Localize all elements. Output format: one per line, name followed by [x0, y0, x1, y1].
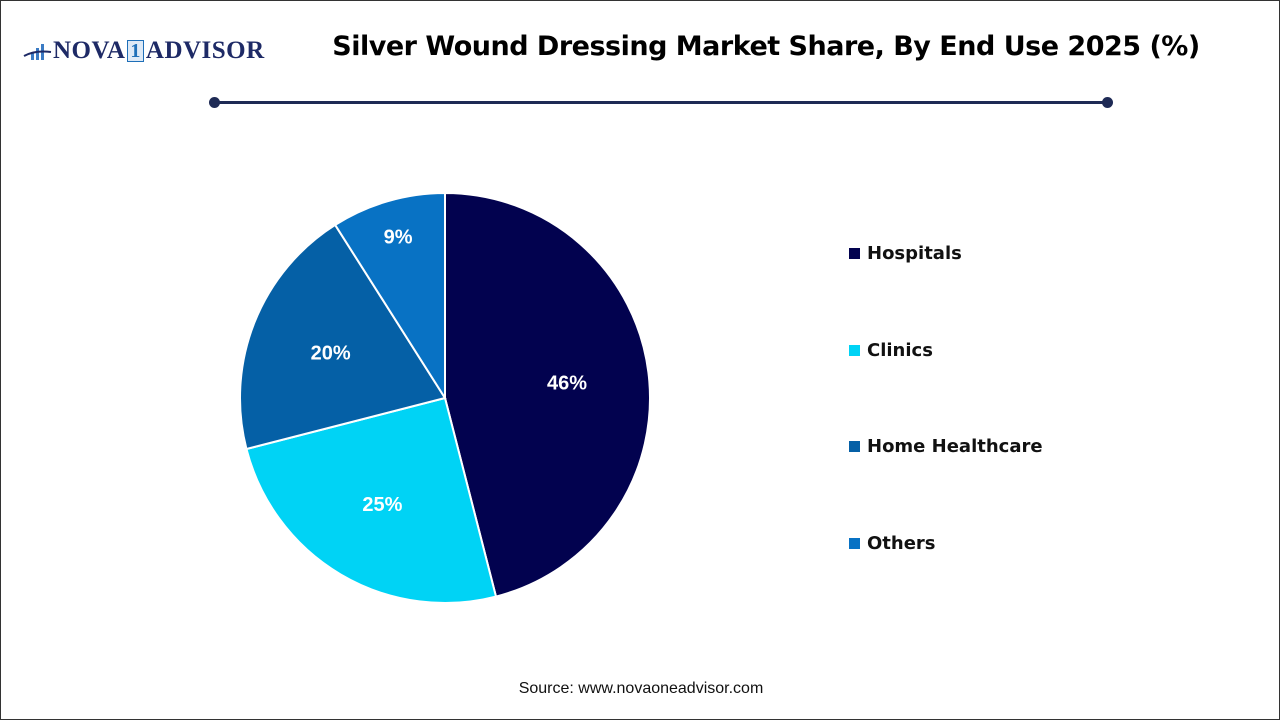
legend-label: Home Healthcare — [867, 436, 1043, 457]
legend-label: Others — [867, 532, 936, 554]
legend-swatch — [849, 441, 860, 452]
data-label: 25% — [362, 494, 402, 516]
pie-slice-clinics — [245, 396, 498, 604]
pie-slice-home-healthcare — [239, 223, 447, 451]
data-label: 9% — [384, 227, 413, 249]
logo-text-one: 1 — [127, 40, 144, 62]
legend-item: Hospitals — [849, 243, 962, 264]
legend-label: Hospitals — [867, 243, 962, 264]
logo-text-nova: NOVA — [53, 37, 126, 64]
logo-text-advisor: ADVISOR — [145, 37, 265, 64]
divider-dot-right — [1102, 97, 1113, 108]
pie-slice-others — [333, 191, 446, 402]
bar-chart-logo-icon — [23, 44, 52, 60]
title-divider — [214, 101, 1108, 104]
data-label: 20% — [311, 343, 351, 365]
divider-dot-left — [209, 97, 220, 108]
legend-swatch — [849, 248, 860, 259]
chart-title: Silver Wound Dressing Market Share, By E… — [332, 31, 1200, 62]
source-text: Source: www.novaoneadvisor.com — [518, 680, 764, 697]
legend-item: Clinics — [849, 340, 933, 361]
legend-swatch — [849, 537, 860, 549]
legend-item: Home Healthcare — [849, 436, 1043, 457]
legend-label: Clinics — [867, 339, 933, 361]
data-label: 46% — [547, 373, 587, 395]
pie-slice-hospitals — [444, 191, 651, 598]
legend-item: Others — [849, 533, 936, 554]
legend-swatch — [849, 344, 860, 356]
nova-advisor-logo: NOVA 1 ADVISOR — [23, 37, 265, 65]
